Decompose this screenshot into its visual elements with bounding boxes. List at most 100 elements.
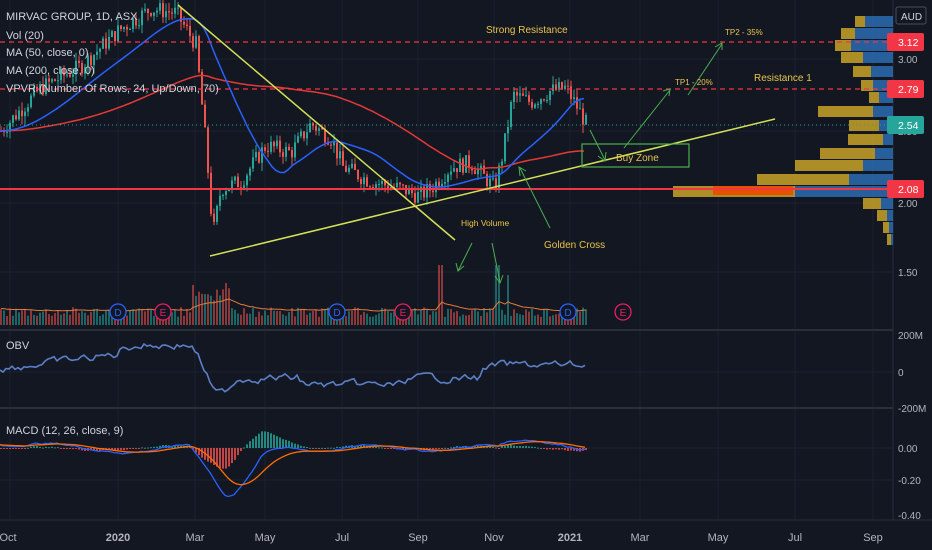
- macd-histogram-bar: [12, 448, 14, 449]
- time-tick: Sep: [863, 532, 883, 544]
- volume-bar: [264, 310, 266, 325]
- macd-histogram-bar: [546, 448, 548, 450]
- macd-histogram-bar: [48, 447, 50, 449]
- macd-histogram-bar: [135, 448, 137, 449]
- volume-bar: [0, 309, 2, 325]
- indicator-vpvr[interactable]: VPVR (Number Of Rows, 24, Up/Down, 70): [6, 83, 219, 95]
- volume-bar: [543, 308, 545, 325]
- macd-histogram-bar: [456, 446, 458, 448]
- macd-histogram-bar: [219, 448, 221, 469]
- candle-body: [441, 183, 443, 188]
- macd-histogram-bar: [375, 446, 377, 448]
- candle-body: [51, 79, 53, 82]
- candle-body: [357, 170, 359, 180]
- macd-histogram-bar: [21, 448, 23, 449]
- macd-histogram-bar: [378, 447, 380, 449]
- volume-bar: [222, 289, 224, 325]
- macd-histogram-bar: [225, 448, 227, 469]
- arrow-to-buy-zone: [589, 129, 606, 161]
- volume-bar: [369, 316, 371, 325]
- candle-body: [351, 163, 353, 168]
- candle-body: [507, 127, 509, 134]
- candle-body: [156, 10, 158, 13]
- candle-body: [540, 99, 542, 104]
- candle-body: [219, 195, 221, 206]
- volume-bar: [300, 308, 302, 325]
- price-badge-label: 2.54: [898, 120, 919, 132]
- price-axis[interactable]: AUD 3.00 2.50 2.00 1.50 3.122.792.542.08: [887, 6, 927, 279]
- indicator-ma200[interactable]: MA (200, close, 0): [6, 65, 95, 77]
- tp1-label: TP1 - 20%: [675, 78, 713, 87]
- event-marker-circle: [559, 303, 577, 321]
- event-marker-label: D: [564, 308, 571, 319]
- macd-histogram-bar: [297, 444, 299, 448]
- volume-bar: [240, 314, 242, 325]
- volume-bar: [468, 314, 470, 325]
- candle-body: [360, 179, 362, 184]
- volume-bar: [99, 316, 101, 325]
- candle-body: [27, 107, 29, 112]
- volume-bar: [561, 311, 563, 325]
- volume-bar: [549, 316, 551, 325]
- volume-bar: [357, 307, 359, 325]
- candle-body: [57, 80, 59, 82]
- candle-body: [159, 3, 161, 11]
- macd-histogram-bar: [453, 446, 455, 448]
- macd-histogram-bar: [45, 446, 47, 448]
- macd-tick: -0.40: [898, 511, 921, 522]
- indicator-ma50[interactable]: MA (50, close, 0): [6, 47, 89, 59]
- candle-body: [207, 127, 209, 173]
- volume-bar: [288, 312, 290, 325]
- vpvr-up-bar: [881, 198, 893, 209]
- macd-title[interactable]: MACD (12, 26, close, 9): [6, 425, 123, 437]
- candle-body: [234, 176, 236, 181]
- candle-body: [177, 7, 179, 9]
- volume-bar: [432, 311, 434, 325]
- candle-body: [66, 74, 68, 76]
- volume-bar: [396, 316, 398, 325]
- obv-tick: -200M: [898, 404, 926, 415]
- candle-body: [198, 36, 200, 72]
- macd-histogram-bar: [498, 448, 500, 449]
- candle-body: [387, 185, 389, 190]
- obv-tick: 0: [898, 368, 904, 379]
- time-tick: Mar: [631, 532, 650, 544]
- symbol-title[interactable]: MIRVAC GROUP, 1D, ASX: [6, 11, 138, 23]
- candle-body: [372, 187, 374, 189]
- candle-body: [369, 186, 371, 188]
- volume-bar: [348, 311, 350, 325]
- candle-body: [525, 95, 527, 97]
- currency-box[interactable]: [895, 6, 927, 25]
- candle-body: [504, 133, 506, 162]
- volume-bar: [528, 311, 530, 325]
- macd-histogram-bar: [564, 448, 566, 451]
- indicator-volume[interactable]: Vol (20): [6, 30, 44, 42]
- golden-cross-label: Golden Cross: [544, 240, 605, 251]
- macd-histogram-bar: [237, 448, 239, 456]
- vpvr-up-bar: [887, 210, 893, 221]
- candle-body: [243, 185, 245, 188]
- macd-histogram-bar: [255, 436, 257, 448]
- price-badge-label: 3.12: [898, 37, 919, 49]
- obv-line: [0, 342, 586, 393]
- macd-histogram-bar: [216, 448, 218, 467]
- candle-body: [456, 168, 458, 173]
- candle-body: [468, 155, 470, 168]
- volume-bar: [522, 315, 524, 325]
- obv-title[interactable]: OBV: [6, 340, 30, 352]
- volume-bar: [180, 307, 182, 325]
- arrowhead: [714, 42, 723, 50]
- candle-body: [438, 181, 440, 188]
- macd-histogram-bar: [333, 447, 335, 449]
- candle-body: [486, 173, 488, 187]
- volume-bar: [9, 309, 11, 325]
- buy-zone-box[interactable]: [581, 143, 690, 168]
- candle-body: [273, 141, 275, 147]
- macd-histogram-bar: [492, 447, 494, 449]
- macd-histogram-bar: [345, 445, 347, 448]
- time-axis[interactable]: Oct 2020 Mar May Jul Sep Nov 2021 Mar May Jul Sep: [0, 532, 883, 544]
- candle-body: [114, 31, 116, 42]
- volume-bar: [192, 284, 194, 325]
- volume-bar: [441, 265, 443, 325]
